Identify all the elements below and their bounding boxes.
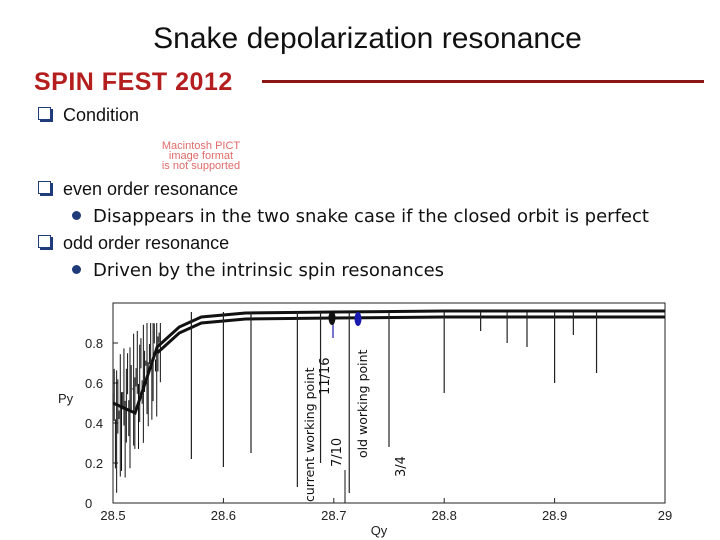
pict-placeholder: Macintosh PICT image format is not suppo… xyxy=(126,140,276,172)
y-axis-label: Py xyxy=(58,391,74,406)
sub-bullet-even: Disappears in the two snake case if the … xyxy=(72,206,649,227)
pict-line-2: image format xyxy=(168,150,234,162)
bullet-even-order: even order resonance xyxy=(38,179,238,200)
bullet-condition: Condition xyxy=(38,105,139,126)
y-tick-label: 0 xyxy=(85,496,92,511)
checkbox-bullet-icon xyxy=(38,107,51,120)
x-tick-label: 28.7 xyxy=(321,508,346,523)
x-tick-label: 28.5 xyxy=(100,508,125,523)
checkbox-bullet-icon xyxy=(38,181,51,194)
sub-bullet-odd-text: Driven by the intrinsic spin resonances xyxy=(93,260,445,281)
bullet-odd-order: odd order resonance xyxy=(38,233,229,254)
x-tick-label: 28.8 xyxy=(432,508,457,523)
y-tick-label: 0.6 xyxy=(85,376,103,391)
x-tick-label: 29 xyxy=(658,508,672,523)
annotation-3-4: 3/4 xyxy=(394,456,409,477)
y-tick-label: 0.8 xyxy=(85,336,103,351)
annotation-old-working-point: old working point xyxy=(355,349,370,458)
annotation-7-10: 7/10 xyxy=(330,438,345,467)
series-line xyxy=(112,309,665,416)
dot-bullet-icon xyxy=(72,265,81,274)
annotation-current-working-point: current working point xyxy=(302,367,317,502)
x-tick-label: 28.6 xyxy=(211,508,236,523)
bullet-odd-order-text: odd order resonance xyxy=(63,233,230,253)
series-band xyxy=(156,315,665,355)
slide-title: Snake depolarization resonance xyxy=(153,22,582,55)
bullet-even-order-text: even order resonance xyxy=(63,179,239,199)
pict-line-3: is not supported xyxy=(161,160,241,172)
sub-bullet-odd: Driven by the intrinsic spin resonances xyxy=(72,260,444,281)
conference-logo: SPIN FEST 2012 xyxy=(34,68,233,96)
annotation-11-16: 11/16 xyxy=(318,358,333,395)
x-tick-label: 28.9 xyxy=(542,508,567,523)
dot-bullet-icon xyxy=(72,211,81,220)
checkbox-bullet-icon xyxy=(38,235,51,248)
marker-current-working-point xyxy=(328,311,336,325)
bullet-condition-text: Condition xyxy=(63,105,140,125)
y-tick-label: 0.4 xyxy=(85,416,103,431)
pict-line-1: Macintosh PICT xyxy=(161,140,241,152)
y-tick-label: 0.2 xyxy=(85,456,103,471)
sub-bullet-even-text: Disappears in the two snake case if the … xyxy=(93,206,649,227)
header-rule xyxy=(262,80,704,83)
marker-old-working-point xyxy=(354,312,362,326)
x-axis-label: Qy xyxy=(371,523,388,538)
